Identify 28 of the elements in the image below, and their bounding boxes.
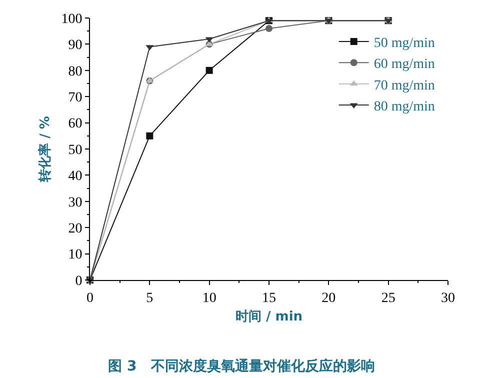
x-tick-label: 15 <box>262 290 276 306</box>
y-tick-label: 10 <box>68 248 82 263</box>
x-axis-title: 时间 / min <box>235 309 303 324</box>
x-tick-label: 0 <box>86 290 94 306</box>
y-tick-label: 60 <box>68 116 82 132</box>
x-tick-label: 30 <box>441 290 455 306</box>
point <box>206 66 213 74</box>
x-tick-label: 25 <box>381 290 396 306</box>
y-tick-label: 0 <box>75 274 82 289</box>
point <box>146 132 154 140</box>
text: 图 3 不同浓度臭氧通量对催化反应的影响 <box>108 357 375 374</box>
y-tick-label: 70 <box>68 90 82 106</box>
y-tick-label: 90 <box>68 38 82 54</box>
y-tick-label: 20 <box>68 222 82 236</box>
y-tick-label: 100 <box>61 12 82 27</box>
y-tick-label: 30 <box>68 195 82 210</box>
legend-label: 80 mg/min <box>374 100 435 115</box>
legend-label: 70 mg/min <box>374 78 435 94</box>
legend-label: 60 mg/min <box>374 57 435 72</box>
x-tick-label: 5 <box>146 290 154 306</box>
y-tick-label: 40 <box>68 169 82 184</box>
legend-label: 50 mg/min <box>374 36 435 51</box>
point <box>266 24 272 32</box>
y-tick-label: 80 <box>68 64 82 80</box>
y-axis-title: 转化率 / % <box>37 116 54 183</box>
y-tick-label: 50 <box>68 142 82 158</box>
x-tick-label: 20 <box>322 290 336 306</box>
x-tick-label: 10 <box>202 290 216 306</box>
